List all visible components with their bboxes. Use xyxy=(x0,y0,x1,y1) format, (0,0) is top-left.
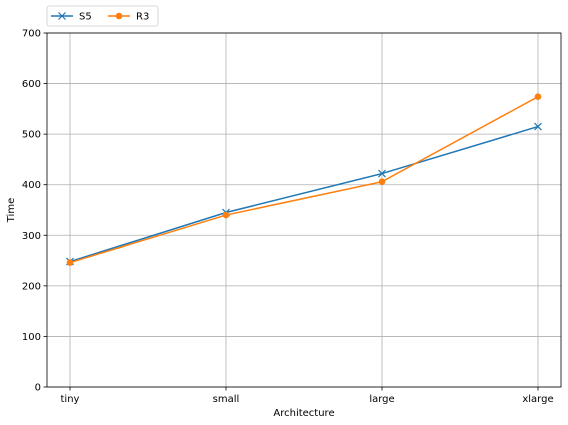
legend-label-r3: R3 xyxy=(136,12,149,23)
y-tick-label: 300 xyxy=(22,231,41,242)
data-point-s5 xyxy=(378,169,386,178)
x-tick-label: small xyxy=(213,394,240,405)
legend: S5 R3 xyxy=(46,5,159,27)
data-point-r3 xyxy=(378,178,386,185)
y-axis-label: Time xyxy=(6,198,17,223)
y-tick-label: 500 xyxy=(22,130,41,141)
legend-marker-s5 xyxy=(58,12,66,20)
y-tick-label: 0 xyxy=(35,383,41,394)
y-tick-label: 600 xyxy=(22,79,41,90)
x-tick-label: tiny xyxy=(61,394,80,405)
data-point-r3 xyxy=(534,93,542,101)
grid-lines xyxy=(47,32,561,388)
y-tick-label: 700 xyxy=(22,29,41,40)
series-layer xyxy=(66,93,542,266)
data-point-s5 xyxy=(534,122,542,131)
legend-label-s5: S5 xyxy=(79,12,92,23)
legend-box xyxy=(46,5,159,27)
x-tick-label: large xyxy=(369,394,394,405)
data-point-r3 xyxy=(66,259,74,266)
plot-area xyxy=(46,32,562,388)
x-axis-label: Architecture xyxy=(273,408,334,419)
data-point-r3 xyxy=(222,211,230,219)
x-tick-label: xlarge xyxy=(522,394,553,405)
x-axis-ticks: tiny small large xlarge xyxy=(61,387,554,405)
y-tick-label: 100 xyxy=(22,332,41,343)
series-line-s5 xyxy=(69,125,539,263)
series-line-r3 xyxy=(69,96,539,264)
legend-marker-r3 xyxy=(115,12,123,20)
y-axis-ticks: 0 100 200 300 400 500 600 700 xyxy=(22,29,47,394)
y-tick-label: 400 xyxy=(22,180,41,191)
y-tick-label: 200 xyxy=(22,281,41,292)
